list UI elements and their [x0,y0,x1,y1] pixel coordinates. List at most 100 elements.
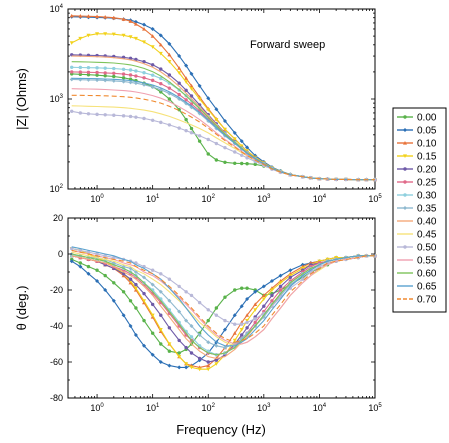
magnitude-point-0.10-4 [103,14,108,19]
phase-point-0.20-26 [278,284,283,289]
magnitude-point-0.05-17 [206,96,211,101]
phase-series-0.05 [69,253,377,370]
magnitude-line-0.15 [71,33,375,181]
magnitude-y-tick-label: 103 [50,94,64,104]
phase-line-0.45 [71,251,375,347]
phase-point-0.05-2 [86,271,91,276]
legend-entry-0.60: 0.60 [397,269,437,280]
legend-label: 0.00 [417,113,437,124]
magnitude-point-0.35-7 [128,80,133,85]
magnitude-point-0.00-11 [159,90,163,94]
magnitude-point-0.30-6 [121,67,126,71]
magnitude-point-0.10-9 [142,26,147,31]
legend-entry-0.55: 0.55 [397,256,437,267]
phase-point-0.15-23 [253,308,258,312]
phase-point-0.20-17 [206,360,210,364]
magnitude-point-0.15-7 [128,35,133,39]
magnitude-point-0.50-11 [159,120,163,125]
phase-point-0.20-25 [270,293,274,298]
magnitude-point-0.20-12 [167,73,172,77]
phase-point-0.15-10 [150,313,155,318]
phase-point-0.35-18 [214,343,219,348]
magnitude-point-0.05-18 [214,107,219,112]
magnitude-point-0.50-22 [245,156,249,160]
magnitude-point-0.25-1 [78,70,83,74]
phase-y-tick-label: -60 [50,357,63,367]
magnitude-point-0.15-19 [222,127,227,132]
legend-label: 0.40 [417,217,437,228]
magnitude-point-0.50-0 [70,109,74,114]
magnitude-point-0.10-3 [95,14,100,19]
magnitude-point-0.00-21 [240,161,244,166]
legend-swatch-marker [403,193,407,197]
magnitude-point-0.15-16 [197,97,202,101]
legend-entry-0.70: 0.70 [397,295,437,306]
phase-series-0.45 [71,251,375,347]
phase-point-0.05-13 [177,365,182,370]
legend-box [392,107,447,313]
magnitude-point-0.05-9 [142,22,147,27]
phase-point-0.05-10 [150,352,155,357]
phase-series-0.10 [69,253,377,369]
magnitude-point-0.00-5 [112,74,116,79]
magnitude-point-0.20-11 [159,67,163,71]
magnitude-point-0.20-14 [184,88,188,92]
magnitude-point-0.00-18 [214,158,219,162]
magnitude-point-0.25-0 [70,70,74,74]
magnitude-point-0.10-0 [69,13,74,18]
magnitude-point-0.00-22 [245,162,249,166]
phase-point-0.50-19 [223,318,227,323]
magnitude-y-tick-label: 102 [50,184,64,194]
magnitude-line-0.05 [71,16,375,181]
magnitude-point-0.15-9 [142,40,147,44]
magnitude-point-0.15-8 [133,36,138,41]
phase-point-0.05-25 [269,279,274,283]
magnitude-series-0.65 [71,77,375,181]
magnitude-point-0.20-13 [177,81,181,85]
phase-point-0.35-17 [206,340,211,345]
phase-y-axis-label: θ (deg.) [14,286,29,331]
magnitude-point-0.25-3 [95,70,99,75]
phase-point-0.35-19 [222,345,227,350]
magnitude-point-0.15-4 [103,32,108,36]
magnitude-point-0.30-8 [134,69,138,73]
magnitude-point-0.20-10 [150,63,155,67]
magnitude-point-0.25-12 [167,86,172,90]
magnitude-point-0.50-1 [78,111,83,115]
phase-point-0.00-18 [214,306,219,310]
magnitude-line-0.45 [71,105,375,181]
magnitude-point-0.50-18 [214,141,219,146]
magnitude-line-0.65 [71,77,375,181]
phase-point-0.15-9 [142,299,147,303]
magnitude-point-0.50-9 [142,116,146,121]
phase-x-tick-label: 101 [146,403,160,413]
magnitude-point-0.15-5 [111,32,116,37]
magnitude-point-0.10-8 [133,22,138,26]
magnitude-point-0.50-8 [134,115,138,119]
forward-sweep-annotation: Forward sweep [250,39,325,51]
phase-point-0.15-18 [214,362,219,366]
magnitude-point-0.25-5 [112,71,116,75]
magnitude-point-0.15-0 [69,41,74,45]
phase-series-0.70 [71,249,375,343]
phase-point-0.00-3 [95,268,99,272]
magnitude-point-0.25-7 [128,73,133,77]
phase-point-0.35-15 [189,324,194,328]
phase-plot-frame [67,217,376,399]
phase-line-0.65 [71,246,375,347]
magnitude-point-0.15-11 [158,51,163,56]
magnitude-point-0.05-16 [197,83,202,88]
phase-series-0.35 [69,252,377,350]
magnitude-point-0.10-15 [189,83,194,88]
phase-point-0.05-22 [245,297,250,301]
magnitude-point-0.15-6 [121,33,126,38]
phase-point-0.15-17 [206,367,211,372]
magnitude-line-0.25 [71,71,375,181]
phase-line-0.70 [71,249,375,343]
phase-point-0.25-26 [278,288,283,292]
magnitude-point-0.05-11 [158,33,163,38]
phase-point-0.00-19 [223,295,227,299]
phase-point-0.05-9 [142,343,147,348]
phase-point-0.15-20 [232,338,237,343]
phase-point-0.00-5 [112,281,116,285]
